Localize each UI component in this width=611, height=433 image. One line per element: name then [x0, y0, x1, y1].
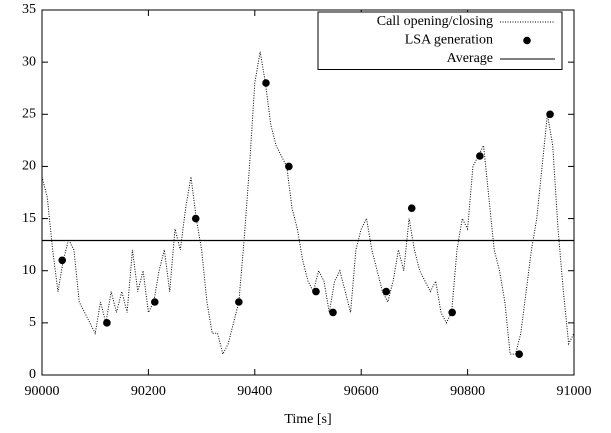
scatter-point	[329, 308, 337, 317]
scatter-point	[191, 214, 200, 223]
y-tick-label: 0	[29, 367, 36, 382]
scatter-point	[407, 204, 416, 212]
scatter-point	[476, 152, 484, 160]
y-tick-label: 10	[22, 263, 36, 278]
x-axis-label: Time [s]	[284, 412, 331, 427]
scatter-point	[103, 319, 111, 327]
scatter-point	[448, 308, 456, 317]
scatter-point	[58, 256, 67, 265]
y-tick-label: 35	[22, 2, 36, 17]
legend-symbol	[523, 36, 531, 45]
scatter-point	[150, 298, 159, 306]
x-tick-label: 90200	[131, 384, 166, 399]
y-tick-label: 25	[22, 107, 36, 122]
scatter-point	[546, 110, 554, 119]
legend-box	[317, 11, 563, 70]
plot-frame	[41, 9, 575, 376]
scatter-point	[382, 287, 391, 296]
x-tick-label: 90000	[25, 384, 60, 399]
scatter-point	[312, 287, 320, 296]
scatter-point	[285, 162, 293, 171]
legend-label: LSA generation	[405, 33, 493, 48]
y-tick-label: 20	[22, 159, 36, 174]
series-line	[41, 51, 575, 356]
scatter-point	[235, 298, 243, 306]
y-tick-label: 15	[22, 211, 36, 226]
scatter-point	[262, 79, 270, 87]
x-tick-label: 90600	[344, 384, 379, 399]
x-tick-label: 90800	[450, 384, 485, 399]
legend-label: Average	[447, 51, 493, 66]
y-tick-label: 5	[29, 315, 36, 330]
x-tick-label: 91000	[557, 384, 592, 399]
y-tick-label: 30	[22, 54, 36, 69]
legend-label: Call opening/closing	[377, 14, 493, 29]
x-tick-label: 90400	[237, 384, 272, 399]
scatter-point	[515, 350, 524, 358]
